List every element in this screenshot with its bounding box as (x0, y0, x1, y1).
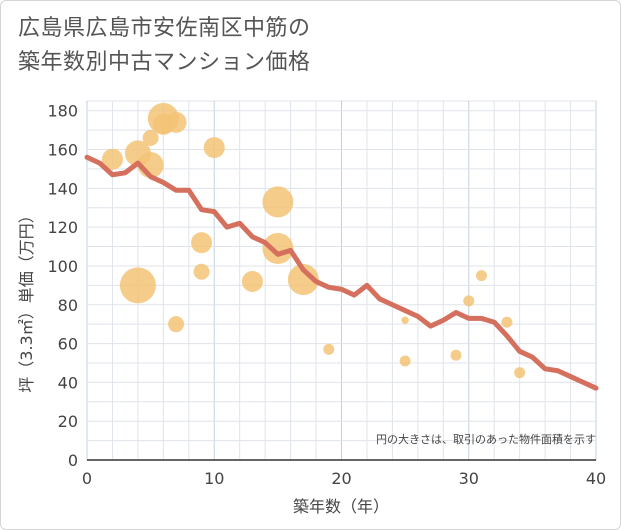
x-tick-label: 10 (204, 469, 224, 488)
bubble-point (262, 186, 294, 218)
bubble-point (165, 111, 187, 133)
bubble-point (203, 137, 225, 159)
y-axis-label: 坪（3.3㎡）単価（万円） (17, 207, 36, 392)
chart-title: 広島県広島市安佐南区中筋の 築年数別中古マンション価格 (18, 12, 578, 80)
y-tick-label: 60 (58, 335, 78, 354)
y-tick-label: 20 (58, 412, 78, 431)
x-tick-label: 20 (331, 469, 351, 488)
bubble-point (514, 367, 526, 379)
x-tick-label: 0 (82, 469, 92, 488)
trend-line (84, 154, 599, 391)
y-tick-label: 120 (47, 218, 78, 237)
y-tick-label: 140 (47, 179, 78, 198)
bubble-point (401, 316, 409, 325)
bubble-point (168, 316, 185, 333)
bubble-point (450, 349, 462, 361)
y-tick-label: 180 (47, 102, 78, 121)
y-tick-label: 80 (58, 296, 78, 315)
trend-line-group (84, 154, 599, 391)
bubble-size-note: 円の大きさは、取引のあった物件面積を示す (376, 432, 596, 446)
bubble-point (119, 267, 156, 304)
y-tick-label: 160 (47, 141, 78, 160)
tick-labels: 0 10 20 30 40 0 20 40 60 80 100 120 140 160 180 (47, 102, 606, 488)
bubble-point (323, 343, 335, 355)
title-line-2: 築年数別中古マンション価格 (18, 50, 311, 75)
title-line-1: 広島県広島市安佐南区中筋の (18, 16, 311, 41)
bubble-point (241, 270, 263, 292)
bubble-point (287, 264, 319, 296)
bubble-point (475, 270, 487, 282)
x-tick-label: 30 (459, 469, 479, 488)
x-tick-label: 40 (586, 469, 606, 488)
bubble-point (191, 232, 213, 254)
bubble-point (501, 316, 513, 328)
grid (86, 100, 597, 461)
bubble-point (101, 148, 123, 170)
y-tick-label: 40 (58, 373, 78, 392)
bubble-point (463, 295, 475, 307)
bubble-point (399, 355, 411, 367)
bubbles (101, 102, 526, 379)
bubble-point (262, 232, 294, 264)
x-axis-label: 築年数（年） (293, 497, 389, 516)
y-tick-label: 100 (47, 257, 78, 276)
bubble-point (193, 263, 210, 280)
bubble-point (142, 129, 159, 146)
y-tick-label: 0 (68, 451, 78, 470)
